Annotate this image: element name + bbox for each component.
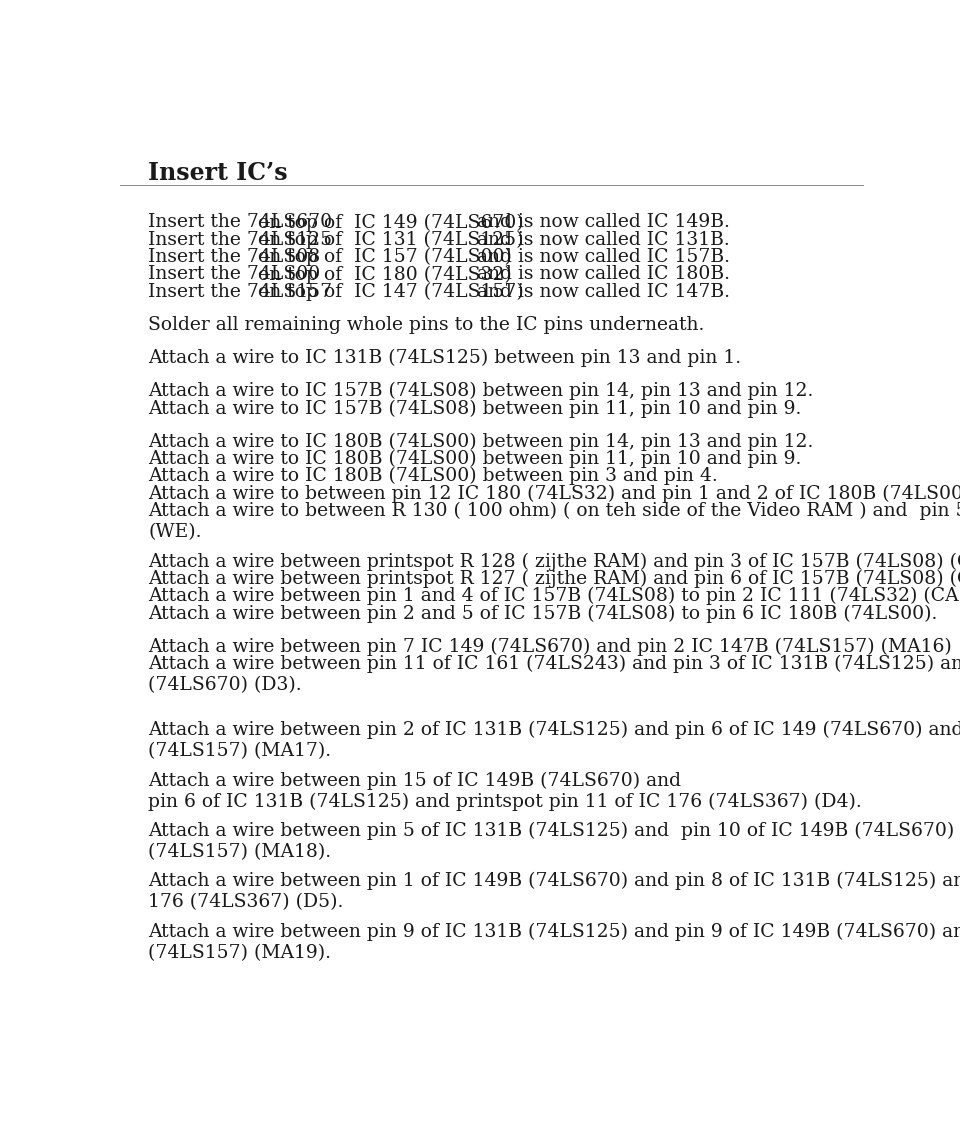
Text: Insert the 74LS670: Insert the 74LS670 [148, 214, 332, 232]
Text: Attach a wire to IC 157B (74LS08) between pin 14, pin 13 and pin 12.: Attach a wire to IC 157B (74LS08) betwee… [148, 382, 814, 400]
Text: Attach a wire between pin 1 and 4 of IC 157B (74LS08) to pin 2 IC 111 (74LS32) (: Attach a wire between pin 1 and 4 of IC … [148, 587, 960, 605]
Text: and is now called IC 131B.: and is now called IC 131B. [477, 231, 730, 249]
Text: Attach a wire to between R 130 ( 100 ohm) ( on teh side of the Video RAM ) and  : Attach a wire to between R 130 ( 100 ohm… [148, 501, 960, 541]
Text: Insert IC’s: Insert IC’s [148, 161, 288, 185]
Text: Solder all remaining whole pins to the IC pins underneath.: Solder all remaining whole pins to the I… [148, 316, 705, 334]
Text: Attach a wire between pin 2 and 5 of IC 157B (74LS08) to pin 6 IC 180B (74LS00).: Attach a wire between pin 2 and 5 of IC … [148, 604, 938, 623]
Text: Insert the 74LS157: Insert the 74LS157 [148, 283, 332, 301]
Text: Attach a wire to IC 180B (74LS00) between pin 14, pin 13 and pin 12.: Attach a wire to IC 180B (74LS00) betwee… [148, 432, 814, 450]
Text: Attach a wire to between pin 12 IC 180 (74LS32) and pin 1 and 2 of IC 180B (74LS: Attach a wire to between pin 12 IC 180 (… [148, 484, 960, 503]
Text: on top of  IC 180 (74LS32): on top of IC 180 (74LS32) [257, 265, 512, 284]
Text: Attach a wire to IC 180B (74LS00) between pin 3 and pin 4.: Attach a wire to IC 180B (74LS00) betwee… [148, 467, 718, 485]
Text: Attach a wire between pin 5 of IC 131B (74LS125) and  pin 10 of IC 149B (74LS670: Attach a wire between pin 5 of IC 131B (… [148, 822, 960, 861]
Text: Insert the 74LS08: Insert the 74LS08 [148, 248, 321, 266]
Text: Insert the 74LS00: Insert the 74LS00 [148, 265, 321, 283]
Text: on top of  IC 149 (74LS670): on top of IC 149 (74LS670) [257, 214, 523, 232]
Text: on top of  IC 157 (74LS00): on top of IC 157 (74LS00) [257, 248, 512, 266]
Text: and is now called IC 180B.: and is now called IC 180B. [477, 265, 731, 283]
Text: Attach a wire to IC 180B (74LS00) between pin 11, pin 10 and pin 9.: Attach a wire to IC 180B (74LS00) betwee… [148, 450, 802, 468]
Text: Attach a wire between pin 7 IC 149 (74LS670) and pin 2 IC 147B (74LS157) (MA16): Attach a wire between pin 7 IC 149 (74LS… [148, 638, 952, 656]
Text: on top of  IC 147 (74LS157): on top of IC 147 (74LS157) [257, 283, 523, 301]
Text: and is now called IC 147B.: and is now called IC 147B. [477, 283, 731, 301]
Text: Insert the 74LS125: Insert the 74LS125 [148, 231, 332, 249]
Text: Attach a wire to IC 157B (74LS08) between pin 11, pin 10 and pin 9.: Attach a wire to IC 157B (74LS08) betwee… [148, 399, 802, 417]
Text: Attach a wire between pin 11 of IC 161 (74LS243) and pin 3 of IC 131B (74LS125) : Attach a wire between pin 11 of IC 161 (… [148, 655, 960, 694]
Text: and is now called IC 157B.: and is now called IC 157B. [477, 248, 731, 266]
Text: Attach a wire between pin 15 of IC 149B (74LS670) and
pin 6 of IC 131B (74LS125): Attach a wire between pin 15 of IC 149B … [148, 771, 862, 811]
Text: Attach a wire between pin 2 of IC 131B (74LS125) and pin 6 of IC 149 (74LS670) a: Attach a wire between pin 2 of IC 131B (… [148, 721, 960, 760]
Text: Attach a wire between pin 9 of IC 131B (74LS125) and pin 9 of IC 149B (74LS670) : Attach a wire between pin 9 of IC 131B (… [148, 922, 960, 962]
Text: Attach a wire between printspot R 127 ( zijthe RAM) and pin 6 of IC 157B (74LS08: Attach a wire between printspot R 127 ( … [148, 570, 960, 588]
Text: on top of  IC 131 (74LS125): on top of IC 131 (74LS125) [257, 231, 523, 249]
Text: Attach a wire between pin 1 of IC 149B (74LS670) and pin 8 of IC 131B (74LS125) : Attach a wire between pin 1 of IC 149B (… [148, 872, 960, 911]
Text: Attach a wire between printspot R 128 ( zijthe RAM) and pin 3 of IC 157B (74LS08: Attach a wire between printspot R 128 ( … [148, 553, 960, 571]
Text: and is now called IC 149B.: and is now called IC 149B. [477, 214, 730, 232]
Text: Attach a wire to IC 131B (74LS125) between pin 13 and pin 1.: Attach a wire to IC 131B (74LS125) betwe… [148, 349, 741, 367]
